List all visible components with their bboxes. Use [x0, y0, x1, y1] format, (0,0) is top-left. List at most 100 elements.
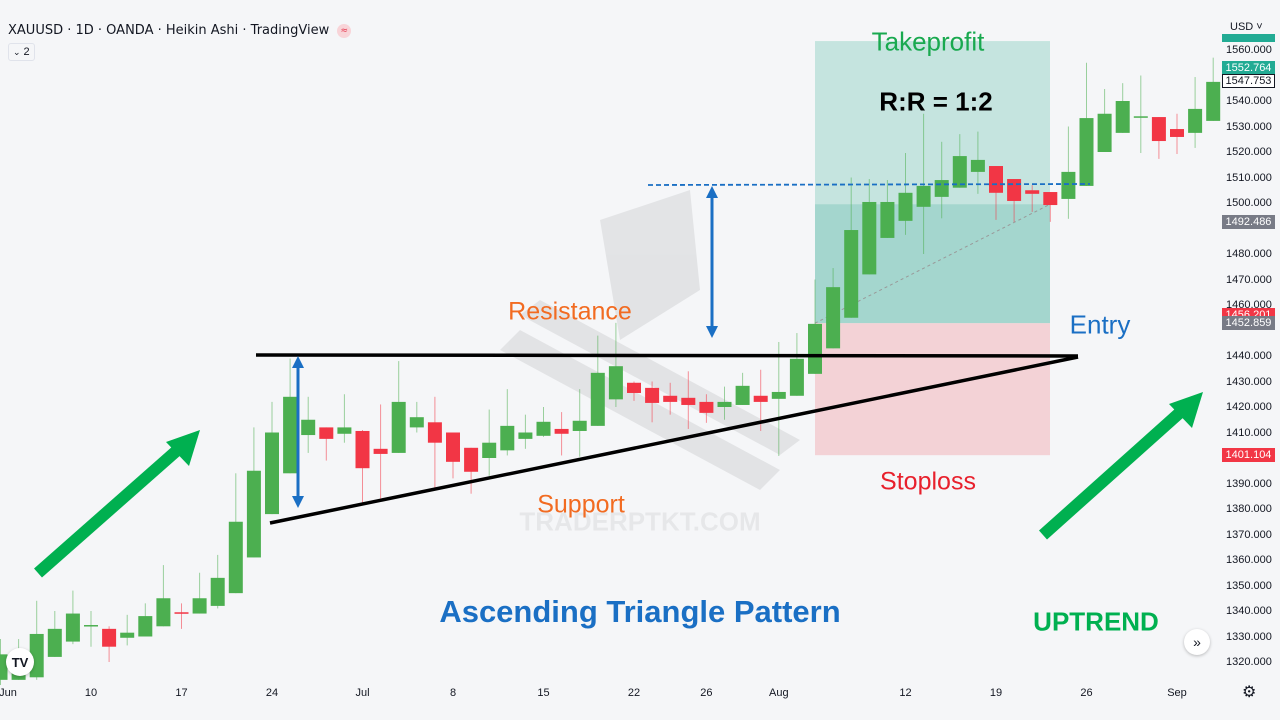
price-tag-gray: 1452.859: [1222, 316, 1275, 331]
candle-body: [826, 287, 841, 349]
indicators-collapse-button[interactable]: ⌄ 2: [8, 43, 35, 61]
price-tag-red: 1401.104: [1222, 448, 1275, 463]
candle-body: [409, 417, 424, 428]
candle-body: [482, 442, 497, 458]
price-tick: 1510.000: [1226, 171, 1272, 184]
watermark-text: TRADERPTKT.COM: [519, 506, 761, 537]
candle-body: [880, 201, 895, 238]
candle-body: [301, 419, 316, 436]
scroll-to-realtime-button[interactable]: »: [1184, 629, 1210, 655]
candle-body: [1079, 118, 1094, 186]
price-tick: 1380.000: [1226, 503, 1272, 515]
price-tick: 1480.000: [1226, 248, 1272, 260]
price-tick: 1330.000: [1226, 630, 1272, 643]
takeprofit-label: Takeprofit: [871, 26, 985, 57]
candle-body: [174, 612, 189, 614]
candle-body: [663, 395, 678, 402]
candle-body: [265, 432, 279, 515]
candle-body: [228, 521, 243, 594]
date-tick: 15: [537, 687, 550, 699]
price-tag-gray: 1492.486: [1222, 215, 1275, 230]
candle-body: [590, 372, 605, 426]
candle-body: [608, 366, 623, 400]
gear-icon[interactable]: ⚙: [1242, 684, 1257, 701]
candle-body: [120, 632, 135, 638]
candle-body: [1025, 190, 1040, 194]
stoploss-label: Stoploss: [880, 467, 976, 496]
candle-body: [916, 185, 931, 207]
candle-body: [771, 391, 786, 399]
price-tag-last-up: 1552.764: [1222, 61, 1275, 76]
candle-body: [283, 396, 298, 474]
candle-body: [47, 628, 62, 657]
price-tick: 1390.000: [1226, 477, 1272, 490]
support-line[interactable]: [269, 355, 1079, 525]
date-tick: 22: [627, 687, 641, 699]
candle-body: [337, 427, 352, 434]
candle-body: [645, 387, 660, 403]
candle-body: [934, 180, 949, 197]
price-tick: 1530.000: [1226, 120, 1272, 133]
candle-body: [192, 598, 207, 614]
price-tick: 1520.000: [1226, 146, 1272, 158]
candle-body: [1043, 192, 1058, 206]
date-tick: 8: [449, 687, 457, 699]
date-tick: 10: [84, 687, 98, 699]
target-level-dashed-line[interactable]: [647, 183, 1091, 186]
currency-label: USD: [1230, 21, 1254, 33]
height-arrow-left[interactable]: [292, 356, 304, 508]
date-tick: Jun: [0, 687, 17, 699]
price-tick: 1540.000: [1226, 95, 1272, 107]
candle-body: [1061, 171, 1076, 199]
date-tick: 12: [899, 687, 912, 699]
candle-body: [391, 401, 406, 453]
uptrend-arrow-left: [34, 430, 200, 578]
candle-body: [789, 358, 804, 396]
risk-reward-label: R:R = 1:2: [879, 86, 993, 117]
candle-body: [808, 323, 822, 374]
candle-body: [735, 385, 750, 405]
uptrend-arrow-right: [1039, 392, 1203, 540]
candle-body: [1170, 129, 1184, 137]
date-tick: Aug: [769, 687, 789, 699]
currency-selector[interactable]: USD ˅: [1230, 21, 1263, 33]
candle-body: [102, 628, 117, 647]
candle-body: [319, 427, 334, 439]
price-tick: 1560.000: [1226, 44, 1272, 56]
chevron-down-icon: ⌄: [13, 46, 21, 57]
candle-body: [1151, 117, 1166, 142]
data-feed-icon[interactable]: ≈: [337, 23, 352, 38]
candle-body: [373, 448, 388, 454]
resistance-line[interactable]: [255, 353, 1079, 358]
date-tick: 17: [175, 687, 188, 699]
candle-body: [989, 166, 1003, 193]
candle-body: [156, 598, 171, 627]
symbol-title: XAUUSD · 1D · OANDA · Heikin Ashi · Trad…: [8, 23, 330, 38]
candle-body: [246, 470, 261, 558]
price-tick: 1350.000: [1226, 579, 1272, 592]
height-arrow-right[interactable]: [706, 186, 718, 338]
date-tick: 19: [989, 687, 1003, 699]
price-tick: 1320.000: [1226, 656, 1272, 668]
candle-body: [536, 421, 551, 436]
tradingview-logo[interactable]: TV: [6, 648, 34, 676]
stoploss-zone: [815, 323, 1050, 456]
candle-body: [65, 613, 80, 642]
price-tick: 1340.000: [1226, 605, 1272, 617]
candle-body: [717, 401, 732, 407]
candle-body: [753, 395, 768, 402]
candle-body: [210, 577, 225, 606]
candle-body: [1133, 116, 1148, 118]
uptrend-label: UPTREND: [1033, 606, 1159, 637]
price-tag-outline: 1547.753: [1222, 74, 1275, 89]
candle-body: [138, 616, 153, 637]
price-tick: 1430.000: [1226, 375, 1272, 388]
date-tick: Jul: [355, 687, 370, 699]
candle-body: [1206, 81, 1221, 121]
symbol-legend[interactable]: XAUUSD · 1D · OANDA · Heikin Ashi · Trad…: [8, 23, 352, 38]
price-tick: 1420.000: [1226, 401, 1272, 413]
candle-body: [627, 382, 641, 393]
candles-layer: [0, 57, 1221, 685]
candle-body: [1188, 108, 1203, 133]
